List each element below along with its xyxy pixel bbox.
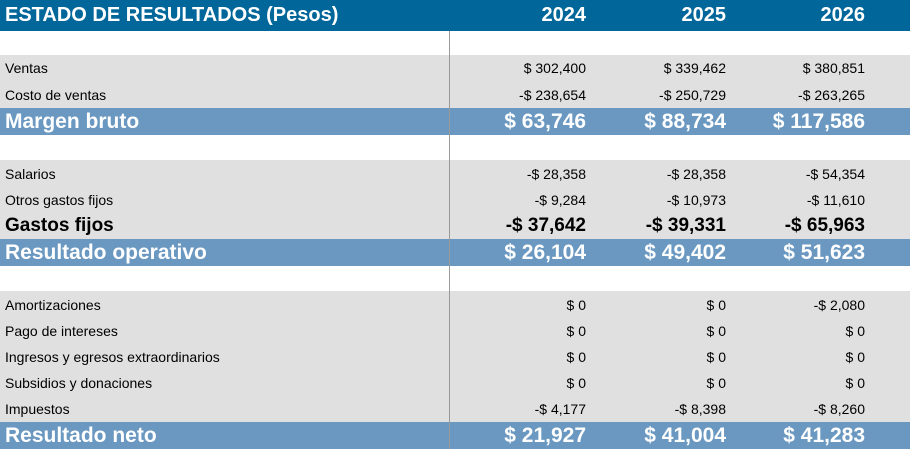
cell-2025: $ 49,402 [644,240,726,264]
cell-2025: -$ 39,331 [645,215,726,236]
row-label: Impuestos [5,401,70,417]
cell-2026: -$ 11,610 [806,192,865,208]
cell-2024: -$ 28,358 [526,165,586,182]
cell-2024: $ 26,104 [504,240,586,264]
cell-2025: $ 41,004 [644,423,726,447]
cell-2024: $ 21,927 [504,423,586,447]
table-row-amortizaciones: Amortizaciones $ 0 $ 0 -$ 2,080 [0,291,910,318]
cell-2026: -$ 65,963 [784,215,865,236]
row-label: Pago de intereses [5,323,118,339]
table-header: ESTADO DE RESULTADOS (Pesos) 2024 2025 2… [0,0,910,31]
cell-2024: -$ 37,642 [505,215,586,236]
cell-2024: $ 63,746 [504,109,586,133]
cell-2026: $ 380,851 [802,60,865,76]
cell-2024: -$ 4,177 [534,401,586,417]
year-2025-header: 2025 [681,4,727,26]
year-2026-header: 2026 [820,4,866,26]
row-label: Amortizaciones [5,296,101,313]
cell-2026: -$ 2,080 [813,296,865,313]
spacer-row [0,266,910,291]
table-row-ingresos-egresos: Ingresos y egresos extraordinarios $ 0 $… [0,344,910,370]
cell-2026: $ 0 [845,349,865,365]
spacer-row [0,135,910,160]
cell-2025: $ 339,462 [663,60,726,76]
cell-2026: $ 41,283 [783,423,865,447]
row-label: Ingresos y egresos extraordinarios [5,349,220,365]
cell-2026: $ 0 [845,323,865,339]
cell-2024: $ 0 [566,296,586,313]
cell-2024: $ 0 [566,323,586,339]
table-row-subsidios: Subsidios y donaciones $ 0 $ 0 $ 0 [0,370,910,396]
cell-2025: -$ 28,358 [666,165,726,182]
column-divider [449,31,450,449]
cell-2025: $ 0 [706,375,726,391]
row-label: Costo de ventas [5,86,107,103]
row-label: Subsidios y donaciones [5,375,153,391]
cell-2024: $ 302,400 [523,60,586,76]
cell-2025: $ 0 [706,349,726,365]
cell-2025: $ 88,734 [644,109,726,133]
table-row-impuestos: Impuestos -$ 4,177 -$ 8,398 -$ 8,260 [0,396,910,422]
year-2024-header: 2024 [541,4,587,26]
spacer-row [0,31,910,55]
cell-2026: -$ 54,354 [805,165,865,182]
table-row-gastos-fijos: Gastos fijos -$ 37,642 -$ 39,331 -$ 65,9… [0,213,910,239]
row-label: Margen bruto [5,109,140,133]
cell-2026: $ 51,623 [783,240,865,264]
cell-2025: -$ 250,729 [659,86,726,103]
cell-2024: $ 0 [566,349,586,365]
table-row-salarios: Salarios -$ 28,358 -$ 28,358 -$ 54,354 [0,160,910,187]
cell-2026: $ 117,586 [772,109,865,133]
row-label: Resultado operativo [5,240,207,264]
table-row-ventas: Ventas $ 302,400 $ 339,462 $ 380,851 [0,55,910,81]
cell-2025: $ 0 [706,296,726,313]
row-label: Ventas [5,60,48,76]
table-row-margen-bruto: Margen bruto $ 63,746 $ 88,734 $ 117,586 [0,108,910,135]
cell-2026: -$ 263,265 [798,86,865,103]
row-label: Gastos fijos [5,215,114,236]
statement-title: ESTADO DE RESULTADOS (Pesos) [5,4,339,26]
cell-2024: -$ 238,654 [519,86,586,103]
cell-2024: $ 0 [566,375,586,391]
table-row-costo-ventas: Costo de ventas -$ 238,654 -$ 250,729 -$… [0,81,910,108]
table-row-resultado-neto: Resultado neto $ 21,927 $ 41,004 $ 41,28… [0,422,910,449]
cell-2026: $ 0 [845,375,865,391]
cell-2026: -$ 8,260 [813,401,865,417]
row-label: Salarios [5,165,56,182]
cell-2024: -$ 9,284 [534,192,586,208]
table-row-resultado-operativo: Resultado operativo $ 26,104 $ 49,402 $ … [0,239,910,266]
table-row-otros-gastos-fijos: Otros gastos fijos -$ 9,284 -$ 10,973 -$… [0,187,910,213]
cell-2025: -$ 10,973 [666,192,726,208]
cell-2025: -$ 8,398 [674,401,726,417]
cell-2025: $ 0 [706,323,726,339]
table-row-pago-intereses: Pago de intereses $ 0 $ 0 $ 0 [0,318,910,344]
row-label: Otros gastos fijos [5,192,114,208]
row-label: Resultado neto [5,423,157,447]
